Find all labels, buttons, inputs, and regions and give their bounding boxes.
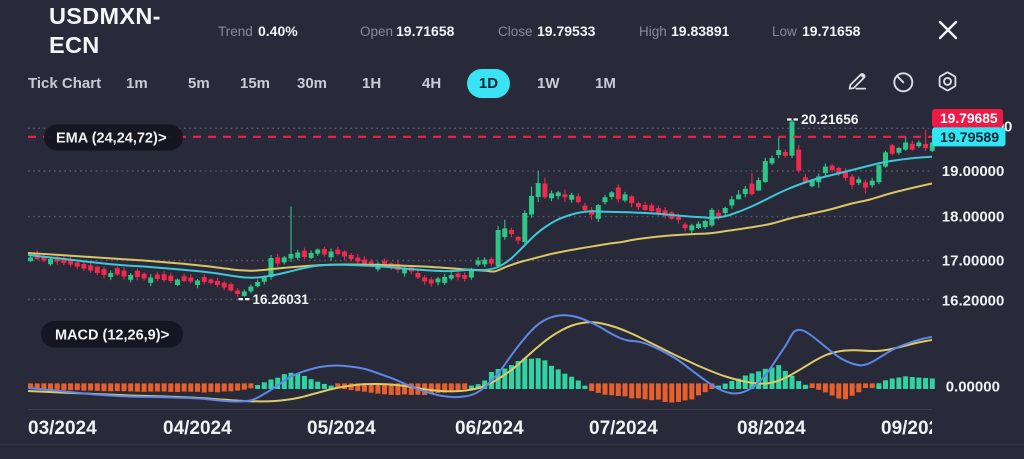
svg-text:07/2024: 07/2024 <box>589 418 658 439</box>
svg-text:08/2024: 08/2024 <box>737 418 806 439</box>
svg-text:16.20000: 16.20000 <box>942 292 1005 309</box>
svg-text:17.00000: 17.00000 <box>942 253 1005 270</box>
svg-text:MACD (12,26,9)>: MACD (12,26,9)> <box>55 327 170 344</box>
svg-text:04/2024: 04/2024 <box>163 418 232 439</box>
svg-text:20.21656: 20.21656 <box>801 112 859 127</box>
svg-text:09/202: 09/202 <box>881 418 939 439</box>
svg-text:19.00000: 19.00000 <box>942 163 1005 180</box>
svg-text:19.79685: 19.79685 <box>940 111 998 126</box>
svg-text:16.26031: 16.26031 <box>253 292 310 307</box>
svg-text:18.00000: 18.00000 <box>942 209 1005 226</box>
svg-text:0: 0 <box>1004 119 1012 136</box>
svg-text:0.00000: 0.00000 <box>946 378 1000 395</box>
svg-text:06/2024: 06/2024 <box>455 418 524 439</box>
svg-text:19.79589: 19.79589 <box>940 130 999 146</box>
svg-text:05/2024: 05/2024 <box>307 418 376 439</box>
svg-text:EMA (24,24,72)>: EMA (24,24,72)> <box>56 130 167 147</box>
svg-text:03/2024: 03/2024 <box>28 418 97 439</box>
